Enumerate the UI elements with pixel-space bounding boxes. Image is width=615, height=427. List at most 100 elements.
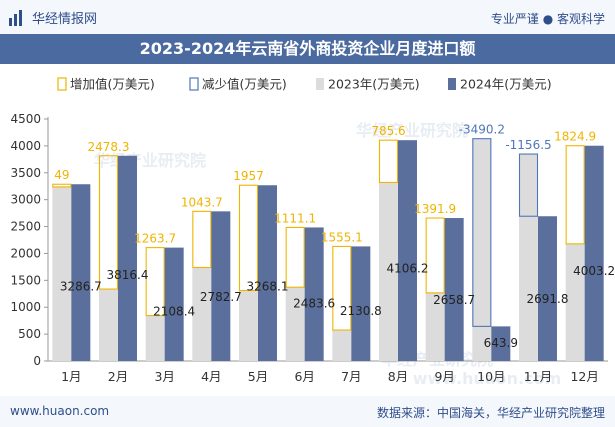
x-tick-label: 9月 [434,369,454,384]
value-label-2024: 3816.4 [107,268,149,282]
bottom-bar: www.huaon.com 数据来源：中国海关，华经产业研究院整理 [0,396,615,427]
value-label-2024: 4106.2 [387,262,429,276]
bar-2024 [444,218,464,361]
brand-logo-icon [9,9,22,26]
value-label-2024: 643.9 [484,336,518,350]
legend-label: 2023年(万美元) [328,77,420,92]
x-tick-label: 2月 [108,369,128,384]
bar-2024 [584,145,604,361]
watermark-text: 华经产业研究院 [94,151,206,170]
bar-2023 [99,289,118,361]
bar-2023 [425,292,445,361]
x-tick-label: 7月 [341,369,361,384]
bar-2024 [304,227,324,361]
value-label-2024: 2658.7 [433,293,475,307]
tagline: 专业严谨 ● 客观科学 [490,12,605,26]
increase-box [565,145,585,245]
value-label-2024: 2483.6 [293,297,335,311]
x-tick-label: 4月 [201,369,221,384]
y-tick-label: 3000 [10,193,41,207]
change-label: 1111.1 [274,211,316,225]
change-label: 2478.3 [88,140,130,154]
brand-name: 华经情报网 [32,12,98,27]
bar-2023 [52,186,72,361]
change-label: 1263.7 [134,232,176,246]
change-label: 1555.1 [321,230,363,244]
title-bar: 2023-2024年云南省外商投资企业月度进口额 [0,34,615,64]
y-tick-label: 2000 [10,246,41,260]
legend-label: 2024年(万美元) [460,77,552,92]
change-label: 1824.9 [554,130,596,144]
bar-2024 [538,216,557,361]
bar-2024 [258,185,277,361]
y-tick-label: 500 [18,327,41,341]
top-bar: 华经情报网 专业严谨 ● 客观科学 [0,0,615,34]
change-label: 1957 [233,169,264,183]
bar-2024 [211,211,231,361]
bar-2023 [519,154,538,361]
x-tick-label: 1月 [61,369,81,384]
x-tick-label: 5月 [248,369,268,384]
y-tick-label: 1500 [10,273,41,287]
bar-2024 [351,246,371,361]
bar-2023 [472,138,492,361]
legend-label: 增加值(万美元) [70,77,155,92]
x-tick-label: 3月 [154,369,174,384]
increase-box [378,139,399,183]
y-tick-label: 0 [33,354,41,368]
website-link[interactable]: www.huaon.com [10,404,110,418]
bar-2023 [285,287,305,361]
bar-2024 [491,326,511,361]
x-tick-label: 12月 [570,369,598,384]
legend-swatch [189,77,199,91]
bar-2023 [192,267,212,361]
brand-logo[interactable]: 华经情报网 [8,8,97,27]
y-tick-label: 4500 [10,112,41,126]
bar-chart: 华经产业研究院华经产业研究院华经产业研究院www.huaon.com 增加值(万… [10,77,615,389]
bar-2023 [332,330,352,361]
value-label-2024: 2130.8 [340,304,382,318]
watermark-text: www.huaon.com [413,369,562,388]
legend: 增加值(万美元) 减少值(万美元) 2023年(万美元) 2024年(万美元) [57,77,552,92]
x-tick-label: 8月 [388,369,408,384]
decrease-box [472,138,492,327]
bar-2024 [398,140,417,361]
increase-box [238,184,259,292]
data-labels: 49 3286.7 2478.3 3816.4 1263.7 2108.4 1043.7 27… [54,123,615,350]
change-label: 785.6 [371,124,405,138]
y-tick-label: 4000 [10,139,41,153]
watermark-text: 华经产业研究院 [356,121,468,140]
value-label-2024: 3286.7 [60,279,102,293]
bar-2024 [164,247,184,361]
bar-2023 [239,290,258,361]
increase-box [52,183,72,188]
legend-label: 减少值(万美元) [202,77,287,92]
change-label: 49 [54,168,69,182]
y-tick-label: 1000 [10,300,41,314]
x-tick-label: 10月 [477,369,505,384]
x-tick-label: 6月 [294,369,314,384]
value-label-2024: 2782.7 [200,290,242,304]
y-tick-label: 3500 [10,166,41,180]
legend-swatch [448,78,456,90]
change-label: -1156.5 [505,138,551,152]
x-tick-label: 11月 [524,369,552,384]
increase-box [332,245,352,331]
y-tick-label: 2500 [10,220,41,234]
increase-box [425,217,445,294]
axes: 0 500 1000 1500 2000 2500 3000 3500 4000 4500 1月 2月… [10,112,608,384]
bar-2023 [379,182,398,361]
legend-swatch [57,77,67,91]
bar-2024 [71,184,91,361]
change-label: -3490.2 [459,123,505,137]
value-label-2024: 3268.1 [247,280,289,294]
increase-box [285,226,305,288]
change-label: 1043.7 [181,195,223,209]
increase-box [98,155,119,290]
bar-2024 [118,155,137,361]
increase-box [192,210,212,269]
change-label: 1391.9 [414,202,456,216]
data-source: 数据来源：中国海关，华经产业研究院整理 [376,406,605,420]
value-label-2024: 2691.8 [527,292,569,306]
bar-2023 [565,243,585,361]
